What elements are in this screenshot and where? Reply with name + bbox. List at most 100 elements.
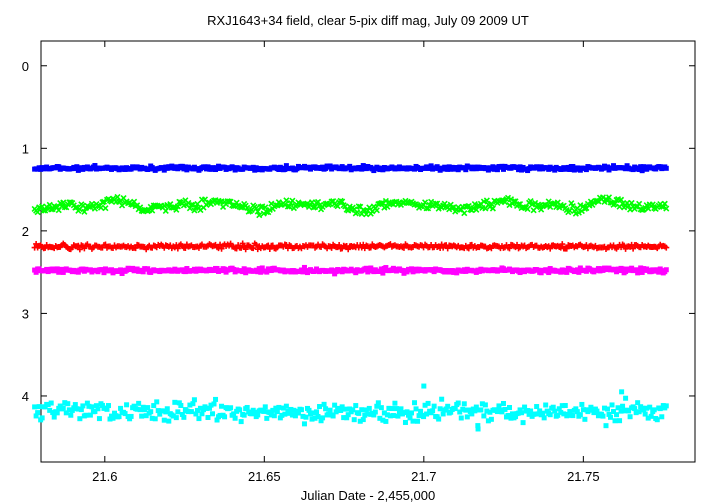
data-point	[134, 406, 140, 412]
data-point	[345, 412, 351, 418]
data-point	[350, 407, 356, 413]
axis-tick-labels: 21.6 21.65 21.7 21.75 0 1 2 3 4	[22, 59, 600, 484]
data-point	[600, 413, 606, 419]
data-point	[499, 163, 505, 169]
data-point	[521, 204, 528, 211]
data-point	[639, 168, 645, 174]
data-point	[242, 246, 249, 253]
data-point	[398, 406, 404, 412]
data-point	[182, 244, 189, 251]
data-point	[534, 404, 540, 410]
data-point	[206, 405, 212, 411]
data-point	[188, 409, 194, 415]
data-point	[621, 408, 627, 414]
data-point	[62, 400, 68, 406]
data-point	[573, 406, 579, 412]
data-point	[641, 407, 647, 413]
data-point	[604, 406, 610, 412]
data-point	[252, 409, 258, 415]
data-point	[175, 409, 181, 415]
data-point	[605, 194, 613, 201]
data-point	[569, 203, 576, 210]
data-point	[104, 406, 110, 412]
data-point	[194, 200, 201, 208]
data-point	[148, 409, 154, 415]
data-point	[461, 210, 468, 217]
data-point	[525, 408, 531, 414]
data-point	[619, 200, 626, 207]
data-point	[327, 407, 333, 413]
data-point	[510, 411, 516, 417]
data-point	[146, 166, 152, 172]
data-point	[56, 164, 62, 170]
data-point	[255, 269, 261, 275]
data-point	[353, 403, 359, 409]
data-point	[431, 403, 437, 409]
data-point	[69, 407, 75, 413]
data-point	[86, 403, 92, 409]
data-point	[635, 400, 641, 406]
data-point	[164, 406, 170, 412]
data-point	[649, 201, 656, 208]
data-point	[291, 407, 297, 413]
data-point	[577, 412, 583, 418]
data-point	[149, 415, 155, 421]
data-point	[264, 269, 270, 275]
data-point	[270, 407, 276, 413]
data-point	[232, 415, 238, 421]
data-point	[286, 410, 292, 416]
data-point	[182, 269, 188, 275]
data-point	[608, 414, 614, 420]
y-tick-label: 2	[22, 224, 29, 239]
data-point	[614, 412, 620, 418]
data-point	[645, 415, 651, 421]
data-point	[327, 163, 333, 169]
data-point	[155, 408, 161, 414]
data-point	[301, 264, 307, 270]
series-1	[32, 163, 669, 174]
data-point	[191, 397, 197, 403]
data-point	[75, 406, 81, 412]
data-point	[68, 412, 74, 418]
data-point	[301, 421, 307, 427]
data-point	[633, 410, 639, 416]
data-point	[363, 407, 369, 413]
data-point	[383, 418, 389, 424]
data-point	[557, 244, 564, 251]
data-point	[404, 409, 410, 415]
data-point	[200, 407, 206, 413]
data-point	[217, 412, 223, 418]
data-point	[105, 403, 111, 409]
data-point	[210, 411, 216, 417]
data-point	[283, 163, 289, 169]
data-point	[532, 199, 539, 207]
data-point	[422, 199, 429, 206]
data-point	[657, 406, 663, 412]
data-point	[461, 401, 467, 407]
data-point	[460, 406, 466, 412]
data-point	[547, 245, 554, 252]
data-point	[389, 406, 395, 412]
data-point	[92, 163, 98, 169]
data-point	[648, 413, 654, 419]
data-point	[353, 270, 359, 276]
data-point	[565, 411, 571, 417]
data-point	[118, 267, 124, 273]
data-point	[59, 266, 65, 272]
data-point	[306, 407, 312, 413]
data-point	[574, 409, 580, 415]
data-point	[283, 197, 290, 204]
data-point	[470, 205, 477, 212]
data-point	[405, 412, 411, 418]
x-tick-label: 21.75	[567, 469, 600, 484]
data-point	[636, 268, 642, 274]
data-point	[431, 269, 437, 275]
data-point	[292, 413, 298, 419]
data-point	[472, 408, 478, 414]
data-point	[619, 389, 625, 395]
data-point	[373, 207, 380, 214]
data-point	[244, 404, 250, 410]
data-point	[241, 266, 247, 272]
data-point	[547, 412, 553, 418]
